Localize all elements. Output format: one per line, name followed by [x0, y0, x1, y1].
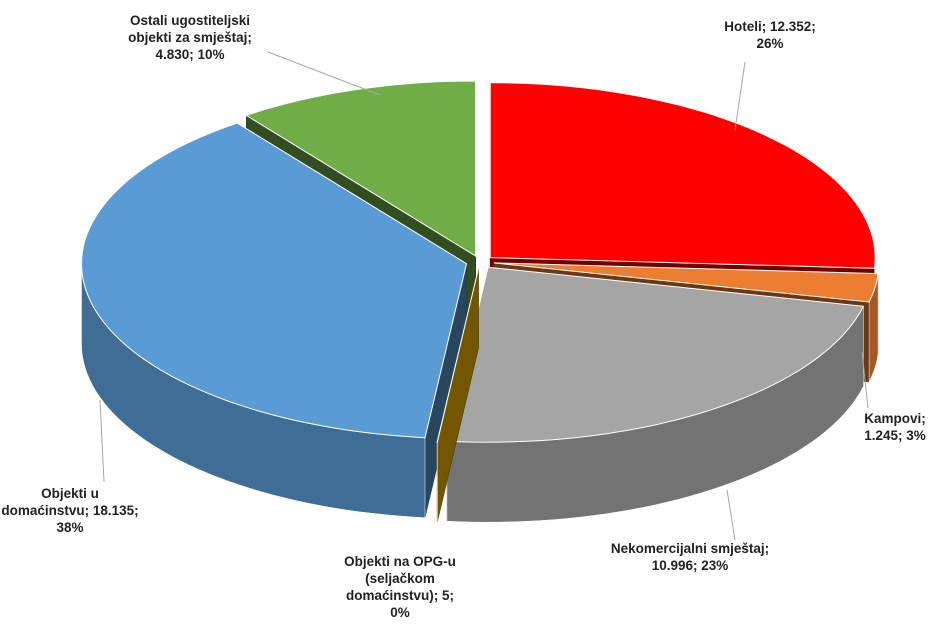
label-part: ; [84, 503, 93, 518]
leader-line [861, 351, 869, 409]
label-part: ; [247, 30, 252, 45]
slice [489, 82, 876, 269]
label-part: Objekti na OPG-u (seljačkom domaćinstvu) [344, 554, 456, 603]
slice [493, 262, 879, 303]
data-label: Objekti na OPG-u (seljačkom domaćinstvu)… [338, 553, 463, 621]
label-part: Hoteli [724, 19, 762, 34]
label-part: ; [761, 19, 770, 34]
data-label: Objekti u domaćinstvu; 18.135; 38% [0, 485, 140, 536]
label-part: ; [764, 541, 770, 556]
label-part: Objekti u domaćinstvu [1, 486, 99, 518]
label-part: 12.352 [769, 19, 812, 34]
label-part: 38% [56, 520, 84, 535]
leader-line [726, 489, 736, 541]
label-part: ; [134, 503, 139, 518]
label-part: ; [433, 588, 442, 603]
slice [446, 266, 865, 523]
label-part: 4.830 [155, 47, 190, 62]
slice [446, 266, 865, 443]
label-part: ; [189, 47, 198, 62]
leader-line [734, 61, 746, 131]
label-part: Nekomercijalni smještaj [610, 541, 765, 556]
data-label: Kampovi; 1.245; 3% [855, 410, 935, 444]
slice [436, 268, 479, 523]
label-part: Kampovi [864, 411, 922, 426]
label-part: ; [811, 19, 816, 34]
label-part: 5 [442, 588, 450, 603]
data-label: Nekomercijalni smještaj; 10.996; 23% [608, 540, 773, 574]
label-part: ; [921, 411, 926, 426]
label-part: 10.996 [651, 558, 693, 573]
leader-line [267, 51, 381, 96]
slice [80, 122, 468, 518]
label-part: ; [693, 558, 702, 573]
label-part: 1.245 [864, 428, 899, 443]
label-part: 10% [197, 47, 225, 62]
slice [80, 122, 468, 439]
label-part: 23% [701, 558, 729, 573]
label-part: ; [449, 588, 455, 603]
data-label: Ostali ugostiteljski objekti za smještaj… [110, 12, 270, 63]
slice [245, 80, 477, 257]
data-label: Hoteli; 12.352; 26% [720, 18, 820, 52]
label-part: 18.135 [92, 503, 135, 518]
leader-line [99, 399, 105, 483]
slice [436, 268, 479, 443]
label-part: 0% [390, 605, 410, 620]
label-part: 26% [756, 36, 784, 51]
label-part: ; [898, 428, 907, 443]
label-part: 3% [906, 428, 926, 443]
label-part: Ostali ugostiteljski objekti za smještaj [128, 13, 251, 45]
